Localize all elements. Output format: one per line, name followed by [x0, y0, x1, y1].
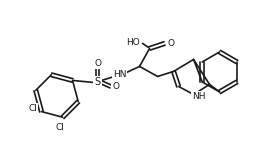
Text: NH: NH: [192, 92, 205, 101]
Text: Cl: Cl: [55, 123, 64, 132]
Text: S: S: [94, 77, 101, 87]
Text: O: O: [112, 82, 119, 91]
Text: HO: HO: [126, 38, 140, 47]
Text: O: O: [94, 59, 101, 68]
Text: O: O: [167, 39, 174, 48]
Text: Cl: Cl: [28, 104, 37, 113]
Text: HN: HN: [113, 70, 126, 79]
